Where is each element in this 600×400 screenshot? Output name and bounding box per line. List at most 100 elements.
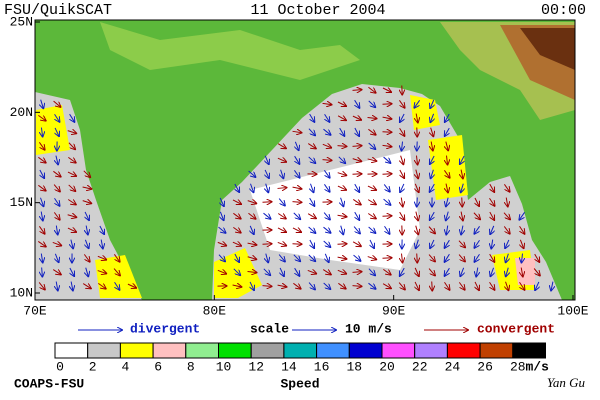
colorbar-label: 18 [346, 359, 362, 374]
colorbar-swatch [87, 342, 121, 359]
wind-arrow [337, 146, 347, 147]
colorbar-swatch [218, 342, 252, 359]
wind-arrow [38, 241, 45, 246]
wind-arrow [308, 128, 315, 136]
wind-arrow [338, 282, 345, 288]
wind-arrow [416, 169, 418, 179]
wind-arrow [233, 226, 240, 232]
wind-arrow [431, 141, 433, 151]
wind-arrow [446, 141, 448, 151]
colorbar-label: 2 [89, 359, 97, 374]
wind-arrow [85, 239, 88, 248]
wind-arrow [490, 211, 494, 220]
wind-arrow [430, 99, 434, 108]
colorbar-label: 0 [56, 359, 64, 374]
wind-arrow [417, 197, 418, 207]
wind-arrow [55, 127, 59, 136]
land-light [100, 22, 360, 80]
wind-arrow [263, 212, 270, 219]
wind-arrow [352, 159, 362, 162]
wind-arrow [38, 226, 44, 233]
wind-arrow [323, 170, 329, 177]
wind-arrow [98, 282, 105, 288]
wind-arrow [353, 199, 360, 204]
wind-arrow [67, 215, 77, 217]
colorbar-label: 16 [314, 359, 330, 374]
wind-arrow [113, 254, 119, 261]
wind-arrow [324, 113, 330, 122]
wind-arrow [324, 184, 329, 191]
wind-arrow [71, 239, 73, 249]
wind-arrow [445, 267, 450, 276]
wind-arrow [114, 281, 120, 290]
wind-arrow [54, 197, 59, 205]
wind-arrow [368, 268, 375, 276]
wind-arrow [235, 253, 239, 262]
wind-arrow [247, 257, 257, 260]
wind-arrow [430, 155, 434, 164]
colorbar-swatch [250, 342, 285, 359]
wind-arrow [310, 197, 315, 206]
convergent-label: convergent [477, 321, 555, 336]
scale-value: 10 m/s [345, 321, 392, 336]
wind-arrow [474, 239, 480, 247]
wind-arrow [445, 239, 450, 248]
wind-arrow [38, 114, 45, 120]
scale-label: scale [250, 321, 289, 336]
wind-arrow [535, 253, 540, 262]
wind-arrow [520, 239, 523, 248]
wind-arrow [83, 170, 90, 177]
wind-arrow [382, 284, 391, 289]
wind-arrow [82, 187, 92, 189]
colorbar-label: 4 [121, 359, 129, 374]
wind-arrow [262, 202, 272, 203]
wind-arrow [233, 268, 240, 275]
wind-arrow [53, 170, 60, 176]
wind-arrow [415, 267, 419, 276]
wind-arrow [428, 254, 435, 262]
wind-arrow [308, 156, 316, 163]
wind-arrow [506, 253, 509, 263]
colorbar-label: 10 [216, 359, 232, 374]
wind-arrow [415, 281, 419, 290]
wind-arrow [445, 113, 449, 122]
wind-arrow [367, 159, 377, 161]
legend: divergent scale 10 m/s convergent [78, 321, 555, 336]
wind-arrow [308, 254, 315, 261]
wind-arrow [70, 267, 74, 276]
wind-arrow [38, 184, 45, 190]
wind-arrow [489, 197, 494, 205]
colorbar-swatch [54, 342, 89, 359]
wind-arrow [432, 281, 433, 291]
wind-arrow [399, 100, 404, 107]
wind-arrow [460, 155, 464, 164]
wind-arrow [461, 225, 463, 235]
wind-arrow [100, 225, 104, 234]
lat-label: 25N [10, 14, 33, 29]
wind-arrow [71, 281, 73, 291]
wind-arrow [491, 239, 492, 249]
wind-arrow [294, 170, 299, 177]
lon-label: 100E [557, 303, 588, 318]
calm-area [250, 150, 420, 270]
wind-arrow [56, 281, 58, 291]
wind-arrow [292, 202, 302, 203]
wind-arrow [340, 127, 345, 136]
wind-arrow [352, 242, 361, 246]
wind-arrow [101, 239, 103, 249]
footer-right: Yan Gu [547, 375, 586, 390]
wind-arrow [355, 127, 359, 136]
wind-arrow [490, 267, 493, 276]
wind-arrow [69, 113, 75, 122]
wind-arrow [277, 228, 286, 232]
wind-arrow [445, 253, 450, 262]
wind-arrow [368, 282, 375, 289]
wind-arrow [352, 90, 362, 91]
wind-arrow [383, 198, 391, 205]
colorbar-swatch [381, 342, 416, 359]
wind-arrow [67, 172, 76, 176]
wind-arrow [55, 253, 58, 262]
wind-arrow [83, 254, 89, 261]
wind-arrow [414, 100, 421, 107]
wind-arrow [489, 281, 495, 290]
